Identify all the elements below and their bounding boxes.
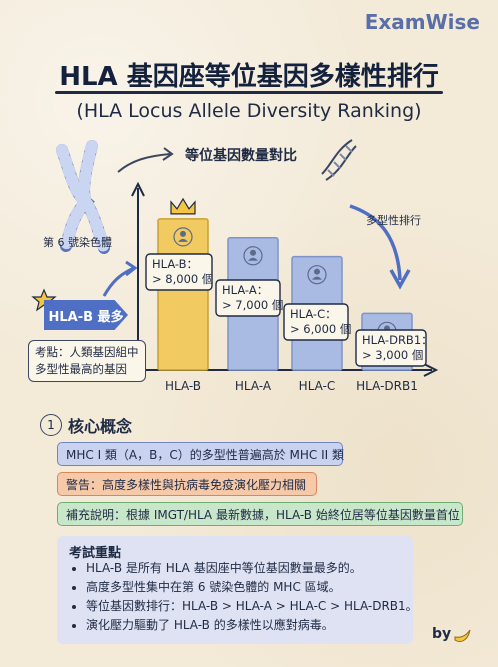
summary-list: HLA-B 是所有 HLA 基因座中等位基因數量最多的。 高度多型性集中在第 6… — [60, 559, 418, 635]
value-label: HLA-A： — [222, 283, 268, 297]
section-title: 核心概念 — [68, 417, 133, 436]
value-label: > 6,000 個 — [290, 322, 351, 336]
chromosome-icon — [56, 140, 110, 254]
x-tick-label: HLA-C — [299, 379, 336, 393]
value-label: HLA-B： — [152, 257, 198, 271]
title-arrow-head — [162, 147, 174, 161]
rise-arrow-head — [125, 260, 138, 277]
exam-note-line2: 多型性最高的基因 — [35, 362, 127, 376]
person-icon — [173, 227, 193, 247]
value-label: > 7,000 個 — [222, 298, 283, 312]
brand-logo: ExamWise — [364, 10, 480, 34]
value-label-box — [145, 253, 213, 291]
x-tick-label: HLA-B — [165, 379, 201, 393]
summary-point: 高度多型性集中在第 6 號染色體的 MHC 區域。 — [86, 578, 418, 597]
value-label: > 8,000 個 — [152, 272, 213, 286]
exam-note-line1: 考點：人類基因組中 — [35, 345, 139, 359]
person-body — [248, 257, 258, 261]
summary-title: 考試重點 — [69, 546, 122, 561]
summary-point: HLA-B 是所有 HLA 基因座中等位基因數量最多的。 — [86, 559, 418, 578]
y-axis-head — [131, 181, 145, 197]
section-number: 1 — [40, 414, 62, 436]
person-head — [250, 249, 256, 256]
value-label: HLA-DRB1： — [362, 333, 433, 347]
page-subtitle: (HLA Locus Allele Diversity Ranking) — [76, 100, 422, 122]
person-head — [314, 268, 320, 275]
person-icon — [307, 265, 327, 285]
value-label-box — [355, 329, 427, 367]
person-head — [180, 230, 186, 237]
concept-pill-warning: 警告：高度多樣性與抗病毒免疫演化壓力相關 — [57, 472, 317, 496]
summary-box — [57, 536, 413, 644]
trend-arrow-head — [389, 269, 411, 290]
value-label: HLA-C： — [290, 307, 337, 321]
title-arrow-icon — [117, 153, 171, 173]
value-label: > 3,000 個 — [362, 348, 423, 362]
concept-pill-class-comparison: MHC I 類（A，B，C）的多型性普遍高於 MHC II 類 — [57, 442, 344, 466]
most-diverse-badge: HLA-B 最多 — [44, 300, 128, 330]
person-body — [178, 238, 188, 242]
summary-point: 演化壓力驅動了 HLA-B 的多樣性以應對病毒。 — [86, 616, 418, 635]
banana-icon — [454, 629, 471, 643]
summary-point: 等位基因數排行：HLA-B > HLA-A > HLA-C > HLA-DRB1… — [86, 597, 418, 616]
page-title: HLA 基因座等位基因多樣性排行 — [59, 62, 439, 92]
dna-icon — [321, 139, 357, 181]
footer-by: by — [432, 626, 452, 642]
person-icon — [243, 246, 263, 266]
person-body — [312, 276, 322, 280]
title-underline — [55, 91, 443, 94]
value-label-box — [215, 279, 281, 317]
value-label-box — [283, 303, 349, 341]
x-tick-label: HLA-DRB1 — [356, 379, 418, 393]
exam-note-box: 考點：人類基因組中 多型性最高的基因 — [28, 340, 146, 382]
crown-icon — [170, 197, 196, 215]
x-tick-label: HLA-A — [235, 379, 272, 393]
x-axis-head — [423, 363, 439, 377]
concept-pill-supplement: 補充說明：根據 IMGT/HLA 最新數據，HLA-B 始終位居等位基因數量首位 — [57, 502, 463, 526]
chromosome-label: 第 6 號染色體 — [43, 236, 112, 249]
trend-arrow-icon — [349, 204, 402, 281]
trend-label: 多型性排行 — [366, 214, 421, 227]
chart-title: 等位基因數量對比 — [185, 148, 297, 164]
